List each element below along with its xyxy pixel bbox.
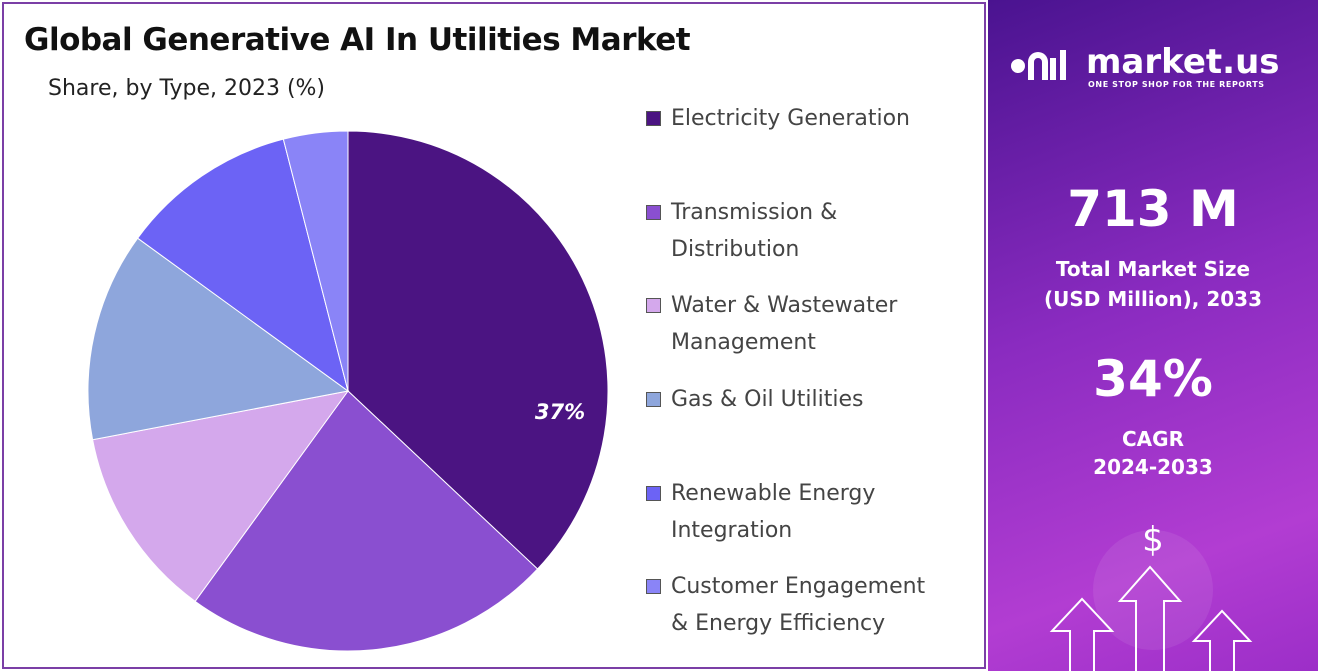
tagline: ONE STOP SHOP FOR THE REPORTS [1088,80,1265,89]
legend-label: Transmission & Distribution [671,200,838,262]
pie-slice [282,130,349,392]
legend-swatch [646,579,661,594]
legend-item: Renewable Energy Integration [646,475,946,549]
chart-title: Global Generative AI In Utilities Market [24,22,691,58]
market-size: 713 M [1067,180,1239,238]
legend-label: Renewable Energy Integration [671,481,876,543]
info-panel: market.us ONE STOP SHOP FOR THE REPORTS … [988,0,1318,671]
cagr: 34% [1093,350,1213,408]
pie-slice [136,138,349,393]
legend-label: Water & Wastewater Management [671,293,898,355]
pie-slice [194,390,539,652]
legend-label: Gas & Oil Utilities [671,387,864,412]
legend-item: Transmission & Distribution [646,194,946,268]
legend-item: Electricity Generation [646,100,946,137]
pie-slice [92,390,350,603]
legend-swatch [646,298,661,313]
pie-slice [87,237,350,441]
arrows [1049,565,1253,671]
pie-chart: 37% [87,130,609,652]
chart-subtitle: Share, by Type, 2023 (%) [48,76,326,101]
logo-icon [1011,50,1066,80]
legend-item: Water & Wastewater Management [646,287,946,361]
legend-swatch [646,392,661,407]
data-label: 37% [535,400,585,424]
legend-swatch [646,111,661,126]
legend-label: Electricity Generation [671,106,911,131]
cagr-period: 2024-2033 [1093,455,1213,479]
decor [1011,50,1253,671]
chart-panel: Global Generative AI In Utilities Market… [2,2,986,669]
legend-swatch [646,486,661,501]
legend-label: Customer Engagement & Energy Efficiency [671,574,926,636]
legend-item: Customer Engagement & Energy Efficiency [646,568,946,642]
legend-item: Gas & Oil Utilities [646,381,946,418]
legend-swatch [646,205,661,220]
brand: market.us [1086,42,1280,82]
dollar-icon: $ [1142,520,1164,560]
market-size-label: Total Market Size (USD Million), 2033 [1043,257,1263,311]
cagr-label: CAGR [1122,427,1184,451]
pie-slice [347,130,609,570]
